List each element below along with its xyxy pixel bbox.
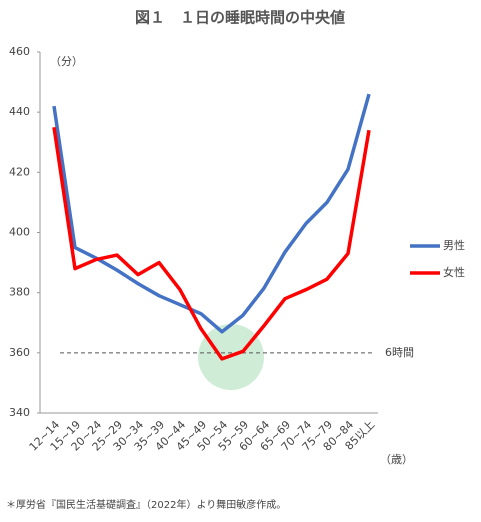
series-line (52, 93, 371, 334)
y-tick-label: 400 (9, 226, 30, 239)
y-tick-label: 460 (9, 45, 30, 58)
y-tick-label: 360 (9, 346, 30, 359)
y-tick-label: 440 (9, 105, 30, 118)
series-line (52, 126, 371, 361)
y-tick-label: 420 (9, 165, 30, 178)
reference-label: 6時間 (385, 346, 414, 359)
footnote: ＊厚労省『国民生活基礎調査』（2022年）より舞田敏彦作成。 (6, 498, 286, 511)
legend-label: 男性 (443, 238, 465, 252)
y-tick-label: 340 (9, 406, 30, 419)
y-tick-label: 380 (9, 286, 30, 299)
x-unit: （歳） (380, 453, 413, 466)
chart-title: 図１ １日の睡眠時間の中央値 (135, 9, 345, 27)
legend-label: 女性 (443, 265, 465, 279)
y-unit: （分） (50, 55, 83, 68)
